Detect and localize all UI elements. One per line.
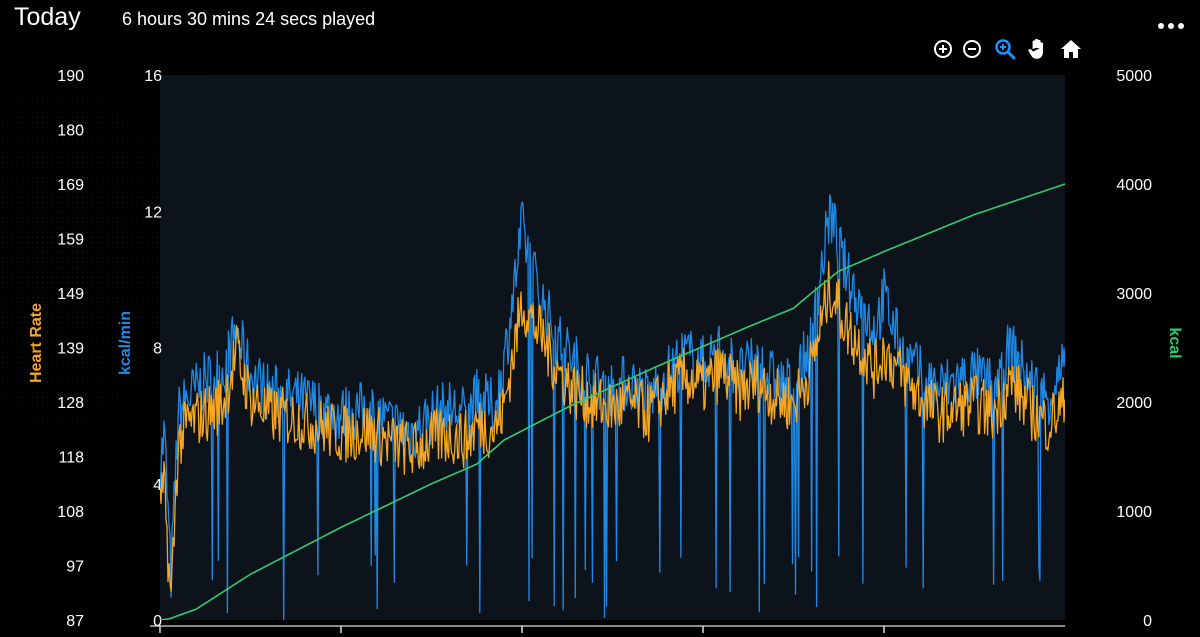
kcal-tick-label: 1000 bbox=[1116, 504, 1152, 521]
zoom-in-icon[interactable] bbox=[931, 37, 955, 61]
heart-rate-tick-label: 118 bbox=[58, 450, 84, 467]
kcal-min-tick-label: 16 bbox=[144, 68, 162, 85]
play-duration: 6 hours 30 mins 24 secs played bbox=[122, 9, 376, 29]
heart-rate-tick-label: 149 bbox=[57, 286, 84, 303]
kcal-tick-label: 4000 bbox=[1116, 177, 1152, 194]
kcal-tick-label: 0 bbox=[1143, 613, 1152, 630]
more-menu-icon[interactable] bbox=[1158, 14, 1188, 38]
kcal-min-axis-title: kcal/min bbox=[117, 311, 134, 375]
heart-rate-tick-label: 159 bbox=[57, 232, 84, 249]
heart-rate-tick-label: 87 bbox=[66, 613, 84, 630]
zoom-out-icon[interactable] bbox=[960, 37, 984, 61]
kcal-tick-label: 3000 bbox=[1116, 286, 1152, 303]
heart-rate-tick-label: 180 bbox=[57, 123, 84, 140]
kcal-axis-title: kcal bbox=[1166, 327, 1183, 358]
kcal-min-tick-label: 12 bbox=[144, 204, 162, 221]
heart-rate-tick-label: 128 bbox=[57, 395, 84, 412]
heart-rate-tick-label: 169 bbox=[57, 177, 84, 194]
heart-rate-axis-title: Heart Rate bbox=[28, 303, 45, 383]
kcal-tick-label: 2000 bbox=[1116, 395, 1152, 412]
page-title: Today bbox=[14, 3, 81, 31]
reset-home-icon[interactable] bbox=[1059, 37, 1083, 61]
kcal-tick-label: 5000 bbox=[1116, 68, 1152, 85]
kcal-min-tick-label: 8 bbox=[153, 341, 162, 358]
heart-rate-tick-label: 139 bbox=[57, 341, 84, 358]
heart-rate-tick-label: 108 bbox=[57, 504, 84, 521]
pan-hand-icon[interactable] bbox=[1026, 37, 1050, 61]
heart-rate-series-line bbox=[160, 260, 1065, 592]
kcal-min-tick-label: 4 bbox=[153, 477, 162, 494]
heart-rate-tick-label: 190 bbox=[57, 68, 84, 85]
plot-area bbox=[160, 75, 1065, 620]
kcal-min-tick-label: 0 bbox=[153, 613, 162, 630]
selection-zoom-icon[interactable] bbox=[993, 37, 1017, 61]
kcal-series-line bbox=[160, 183, 1065, 620]
heart-rate-tick-label: 97 bbox=[66, 559, 84, 576]
